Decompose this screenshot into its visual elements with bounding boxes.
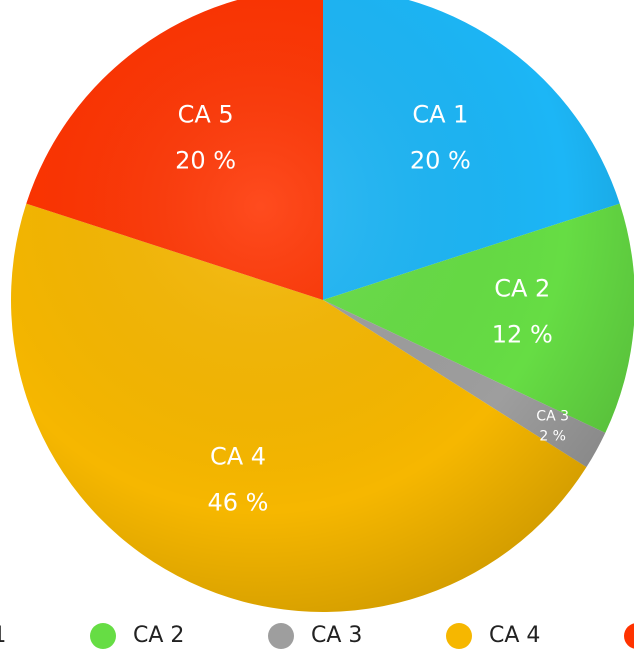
legend-label: CA 4	[489, 623, 540, 648]
legend-marker	[90, 623, 116, 649]
slice-label: CA 1	[412, 100, 468, 128]
slice-value-label: 2 %	[539, 428, 566, 444]
slice-label: CA 4	[210, 443, 266, 471]
legend-marker	[624, 623, 634, 649]
legend-marker	[268, 623, 294, 649]
slice-label: CA 3	[536, 408, 569, 424]
slice-value-label: 12 %	[492, 321, 553, 349]
slice-value-label: 20 %	[410, 146, 471, 174]
slice-label: CA 5	[178, 100, 234, 128]
legend-label: CA 3	[311, 623, 362, 648]
legend-label: CA 2	[133, 623, 184, 648]
legend-label: CA 1	[0, 623, 6, 648]
legend-marker	[446, 623, 472, 649]
slice-value-label: 46 %	[207, 489, 268, 517]
slice-label: CA 2	[494, 275, 550, 303]
slice-value-label: 20 %	[175, 146, 236, 174]
